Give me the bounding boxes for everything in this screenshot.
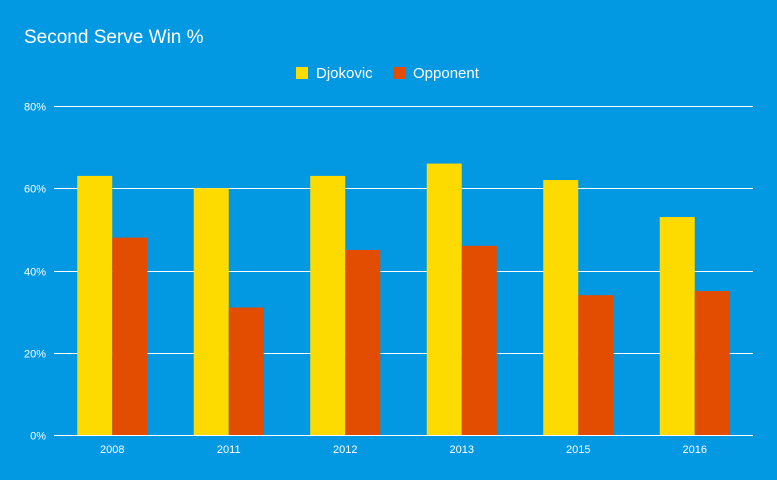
legend: Djokovic Opponent	[296, 65, 480, 82]
legend-label-opponent: Opponent	[413, 65, 480, 82]
bar-opponent-2011[interactable]	[228, 307, 264, 435]
y-tick-label-40: 40%	[24, 267, 46, 279]
x-tick-label-2015: 2015	[566, 444, 590, 456]
legend-item-opponent[interactable]: Opponent	[393, 65, 480, 82]
x-tick-label-2008: 2008	[100, 444, 124, 456]
legend-item-djokovic[interactable]: Djokovic	[296, 65, 373, 82]
bar-opponent-2008[interactable]	[112, 237, 148, 435]
legend-swatch-opponent	[393, 67, 405, 79]
x-tick-label-2016: 2016	[683, 444, 707, 456]
bar-djokovic-2015[interactable]	[543, 180, 579, 435]
bars	[77, 163, 730, 435]
y-tick-label-20: 20%	[24, 349, 46, 361]
y-tick-label-0: 0%	[30, 431, 46, 443]
bar-opponent-2012[interactable]	[345, 249, 381, 435]
bar-djokovic-2012[interactable]	[310, 175, 346, 435]
legend-label-djokovic: Djokovic	[316, 65, 373, 82]
x-tick-label-2012: 2012	[333, 444, 357, 456]
bar-djokovic-2016[interactable]	[659, 217, 695, 435]
y-tick-label-80: 80%	[24, 102, 46, 114]
x-axis-ticks: 2008 2011 2012 2013 2015 2016	[100, 444, 707, 456]
x-tick-label-2011: 2011	[217, 444, 241, 456]
bar-djokovic-2008[interactable]	[77, 175, 113, 435]
bar-djokovic-2011[interactable]	[193, 188, 229, 435]
legend-swatch-djokovic	[296, 67, 308, 79]
bar-opponent-2013[interactable]	[461, 245, 497, 435]
x-tick-label-2013: 2013	[450, 444, 474, 456]
bar-opponent-2015[interactable]	[578, 295, 614, 435]
chart-title: Second Serve Win %	[24, 27, 204, 48]
bar-djokovic-2013[interactable]	[426, 163, 462, 435]
gridlines	[54, 106, 753, 436]
y-tick-label-60: 60%	[24, 184, 46, 196]
bar-opponent-2016[interactable]	[694, 291, 730, 435]
y-axis-ticks: 0% 20% 40% 60% 80%	[24, 102, 46, 443]
